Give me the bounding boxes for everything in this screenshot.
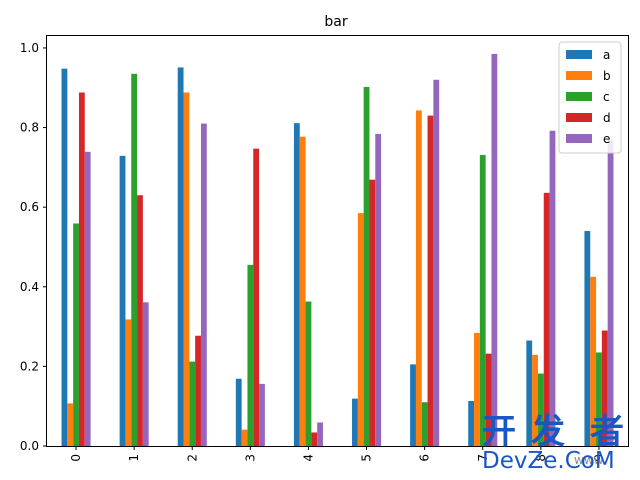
bar-d-4 bbox=[311, 432, 318, 446]
bar-b-7 bbox=[474, 332, 480, 446]
bar-e-5 bbox=[375, 133, 382, 447]
bar-e-1 bbox=[142, 302, 149, 446]
bar-e-9 bbox=[607, 139, 614, 446]
watermark: 开 发 者 www DevZe.CoM bbox=[482, 412, 624, 474]
bar-b-1 bbox=[125, 319, 132, 446]
bar-a-2 bbox=[177, 67, 184, 446]
x-tick-label: 6 bbox=[418, 454, 432, 462]
bar-a-0 bbox=[61, 68, 68, 446]
y-tick-label: 0.0 bbox=[20, 439, 39, 453]
y-tick-label: 1.0 bbox=[20, 41, 39, 55]
x-tick-label: 5 bbox=[360, 454, 374, 462]
bar-b-0 bbox=[67, 403, 74, 446]
bar-d-0 bbox=[78, 92, 85, 447]
legend-label-e: e bbox=[603, 132, 610, 146]
bar-a-8 bbox=[526, 340, 533, 446]
watermark-en: DevZe.CoM bbox=[482, 448, 615, 474]
x-axis: 0 1 2 3 4 5 6 7 8 9 bbox=[69, 446, 606, 462]
bar-c-5 bbox=[363, 86, 370, 446]
y-tick-label: 0.2 bbox=[20, 359, 39, 373]
bar-e-8 bbox=[549, 130, 556, 447]
bar-b-4 bbox=[299, 136, 306, 446]
bar-c-8 bbox=[537, 373, 544, 446]
watermark-cn-char-3: 者 bbox=[590, 412, 624, 452]
bar-c-1 bbox=[131, 73, 138, 446]
bar-d-1 bbox=[137, 195, 143, 446]
bar-a-9 bbox=[584, 231, 591, 446]
legend-swatch-a bbox=[566, 50, 592, 59]
y-tick-label: 0.8 bbox=[20, 121, 39, 135]
bar-d-8 bbox=[543, 192, 550, 446]
bar-e-6 bbox=[433, 79, 440, 446]
bar-c-4 bbox=[305, 301, 312, 446]
bar-d-7 bbox=[485, 353, 492, 446]
bar-b-6 bbox=[415, 110, 422, 446]
bar-e-2 bbox=[200, 123, 207, 446]
bar-e-3 bbox=[259, 383, 265, 446]
bar-d-3 bbox=[253, 148, 260, 446]
legend-label-a: a bbox=[603, 48, 610, 62]
bar-d-9 bbox=[601, 330, 608, 446]
bar-c-0 bbox=[73, 223, 79, 446]
bar-c-6 bbox=[421, 402, 428, 446]
x-tick-label: 8 bbox=[534, 454, 548, 462]
bar-a-7 bbox=[468, 401, 475, 446]
x-tick-label: 7 bbox=[476, 454, 490, 462]
bar-a-5 bbox=[352, 398, 358, 446]
x-tick-label: 2 bbox=[185, 454, 199, 462]
bar-b-3 bbox=[241, 429, 248, 446]
bar-b-9 bbox=[590, 276, 597, 446]
bar-d-2 bbox=[195, 335, 201, 446]
bar-d-5 bbox=[369, 179, 376, 446]
legend-label-b: b bbox=[603, 69, 611, 83]
chart-title: bar bbox=[324, 14, 347, 30]
bar-d-6 bbox=[427, 115, 434, 447]
bar-b-8 bbox=[532, 354, 538, 446]
x-tick-label: 3 bbox=[243, 454, 257, 462]
bar-a-1 bbox=[119, 155, 126, 446]
x-tick-label: 9 bbox=[592, 454, 606, 462]
x-tick-label: 1 bbox=[127, 454, 141, 462]
bar-a-3 bbox=[235, 378, 242, 446]
bar-e-4 bbox=[317, 422, 323, 446]
bar-e-0 bbox=[84, 151, 91, 446]
legend-swatch-e bbox=[566, 134, 592, 143]
watermark-cn-char-2: 发 bbox=[531, 412, 565, 452]
bars-group bbox=[61, 53, 614, 447]
legend-swatch-d bbox=[566, 113, 592, 122]
watermark-cn-char-1: 开 bbox=[482, 412, 516, 452]
x-tick-label: 4 bbox=[301, 454, 315, 462]
x-tick-label: 0 bbox=[69, 454, 83, 462]
bar-b-2 bbox=[183, 92, 190, 447]
bar-b-5 bbox=[357, 213, 364, 446]
bar-c-3 bbox=[247, 264, 254, 446]
y-tick-label: 0.6 bbox=[20, 200, 39, 214]
watermark-small-text: www bbox=[574, 453, 604, 467]
bar-e-7 bbox=[491, 53, 498, 446]
bar-a-6 bbox=[410, 364, 416, 446]
bar-c-7 bbox=[479, 155, 486, 446]
bar-c-2 bbox=[189, 361, 196, 446]
y-tick-label: 0.4 bbox=[20, 280, 39, 294]
bar-a-4 bbox=[293, 123, 300, 447]
legend-label-c: c bbox=[603, 90, 610, 104]
plot-frame bbox=[46, 35, 629, 447]
legend-swatch-c bbox=[566, 92, 592, 101]
bar-c-9 bbox=[596, 352, 602, 446]
legend-label-d: d bbox=[603, 111, 611, 125]
legend-swatch-b bbox=[566, 71, 592, 80]
y-axis: 0.0 0.2 0.4 0.6 0.8 1.0 bbox=[20, 41, 47, 453]
